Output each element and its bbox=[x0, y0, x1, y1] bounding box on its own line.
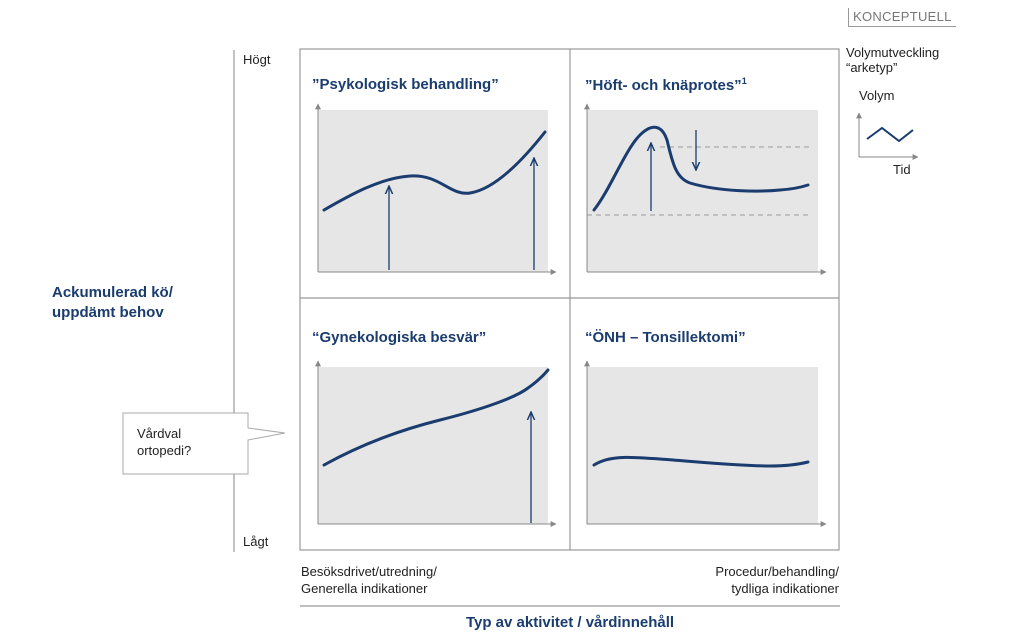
quadrant-bottom-left-chart bbox=[315, 360, 557, 527]
volume-curve bbox=[322, 130, 547, 212]
quadrant-bottom-right-chart bbox=[584, 360, 827, 527]
y-axis-low: Lågt bbox=[243, 534, 269, 549]
footnote-marker: 1 bbox=[741, 76, 747, 86]
quadrant-top-right-chart bbox=[584, 103, 827, 275]
y-axis-label-line1: Ackumulerad kö/ bbox=[52, 284, 173, 301]
x-axis-left-line1: Besöksdrivet/utredning/ bbox=[301, 564, 437, 579]
volume-curve bbox=[322, 368, 550, 467]
quadrant-bottom-right-title: “ÖNH – Tonsillektomi” bbox=[585, 329, 746, 346]
concept-badge: KONCEPTUELL bbox=[848, 8, 956, 27]
y-axis-label-line2: uppdämt behov bbox=[52, 304, 164, 321]
quadrant-bottom-left-title: “Gynekologiska besvär” bbox=[312, 329, 487, 346]
x-axis-right-line2: tydliga indikationer bbox=[731, 581, 839, 596]
panel-background bbox=[587, 367, 818, 524]
quadrant-top-right-title-text: ”Höft- och knäprotes” bbox=[585, 77, 742, 94]
callout-text: Vårdval ortopedi? bbox=[137, 425, 191, 459]
volume-curve bbox=[592, 125, 810, 212]
legend-x-label: Tid bbox=[893, 162, 911, 177]
legend-mini-chart bbox=[856, 112, 919, 160]
x-axis-right-label: Procedur/behandling/ tydliga indikatione… bbox=[600, 563, 839, 597]
legend-y-label: Volym bbox=[859, 88, 895, 103]
legend-title-line2: “arketyp” bbox=[846, 60, 898, 75]
x-axis-left-line2: Generella indikationer bbox=[301, 581, 428, 596]
x-axis-label: Typ av aktivitet / vårdinnehåll bbox=[465, 614, 675, 631]
panel-background bbox=[318, 110, 548, 272]
callout-line2: ortopedi? bbox=[137, 443, 192, 458]
quadrant-top-right-title: ”Höft- och knäprotes”1 bbox=[585, 76, 747, 94]
volume-curve bbox=[592, 455, 810, 468]
panel-background bbox=[318, 367, 548, 524]
y-axis-label: Ackumulerad kö/ uppdämt behov bbox=[52, 283, 173, 323]
y-axis-high: Högt bbox=[243, 52, 271, 67]
quadrant-top-left-chart bbox=[315, 103, 557, 275]
callout-shape bbox=[122, 412, 286, 475]
legend-title-line1: Volymutveckling bbox=[846, 45, 940, 60]
legend-zigzag-line bbox=[866, 126, 914, 143]
callout-box bbox=[122, 412, 286, 475]
x-axis-right-line1: Procedur/behandling/ bbox=[715, 564, 839, 579]
legend-title: Volymutveckling “arketyp” bbox=[846, 45, 939, 75]
callout-line1: Vårdval bbox=[137, 426, 182, 441]
quadrant-top-left-title: ”Psykologisk behandling” bbox=[312, 76, 499, 93]
x-axis-left-label: Besöksdrivet/utredning/ Generella indika… bbox=[301, 563, 437, 597]
